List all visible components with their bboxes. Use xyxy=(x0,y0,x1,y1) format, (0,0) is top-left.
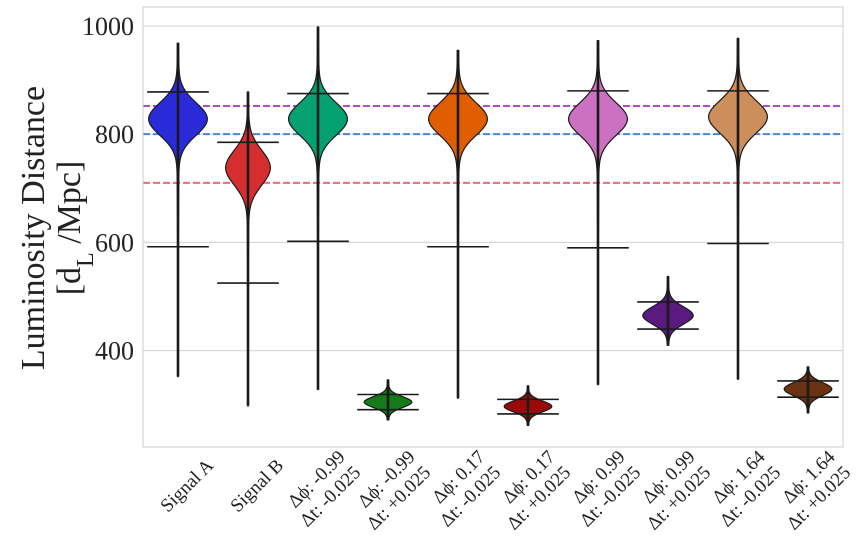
violin xyxy=(637,275,699,346)
violin xyxy=(567,39,629,386)
violins xyxy=(147,26,839,426)
y-tick-label: 400 xyxy=(95,337,134,366)
violin xyxy=(357,379,419,421)
y-tick-label: 1000 xyxy=(82,12,134,41)
y-axis-label-subscript: L xyxy=(73,252,99,267)
violin xyxy=(707,37,769,380)
violin xyxy=(777,366,839,414)
y-axis-label-line1: Luminosity Distance xyxy=(15,86,52,370)
x-tick-label: Signal A xyxy=(157,455,219,517)
y-axis-label: Luminosity Distance [dL /Mpc] xyxy=(15,86,99,370)
y-tick-labels: 400 600 800 1000 xyxy=(82,12,134,366)
violin xyxy=(427,49,489,399)
violin xyxy=(497,385,559,426)
x-tick-label: Signal B xyxy=(227,455,289,517)
x-tick-label-line1: Signal A xyxy=(157,455,219,517)
plot-frame xyxy=(142,6,844,448)
y-tick-label: 600 xyxy=(95,228,134,257)
violin xyxy=(147,42,209,378)
y-axis-label-line2: [dL /Mpc] xyxy=(51,161,99,296)
violin xyxy=(287,26,349,391)
y-tick-label: 800 xyxy=(95,120,134,149)
violin xyxy=(217,91,279,407)
x-tick-label-line1: Signal B xyxy=(227,455,289,517)
